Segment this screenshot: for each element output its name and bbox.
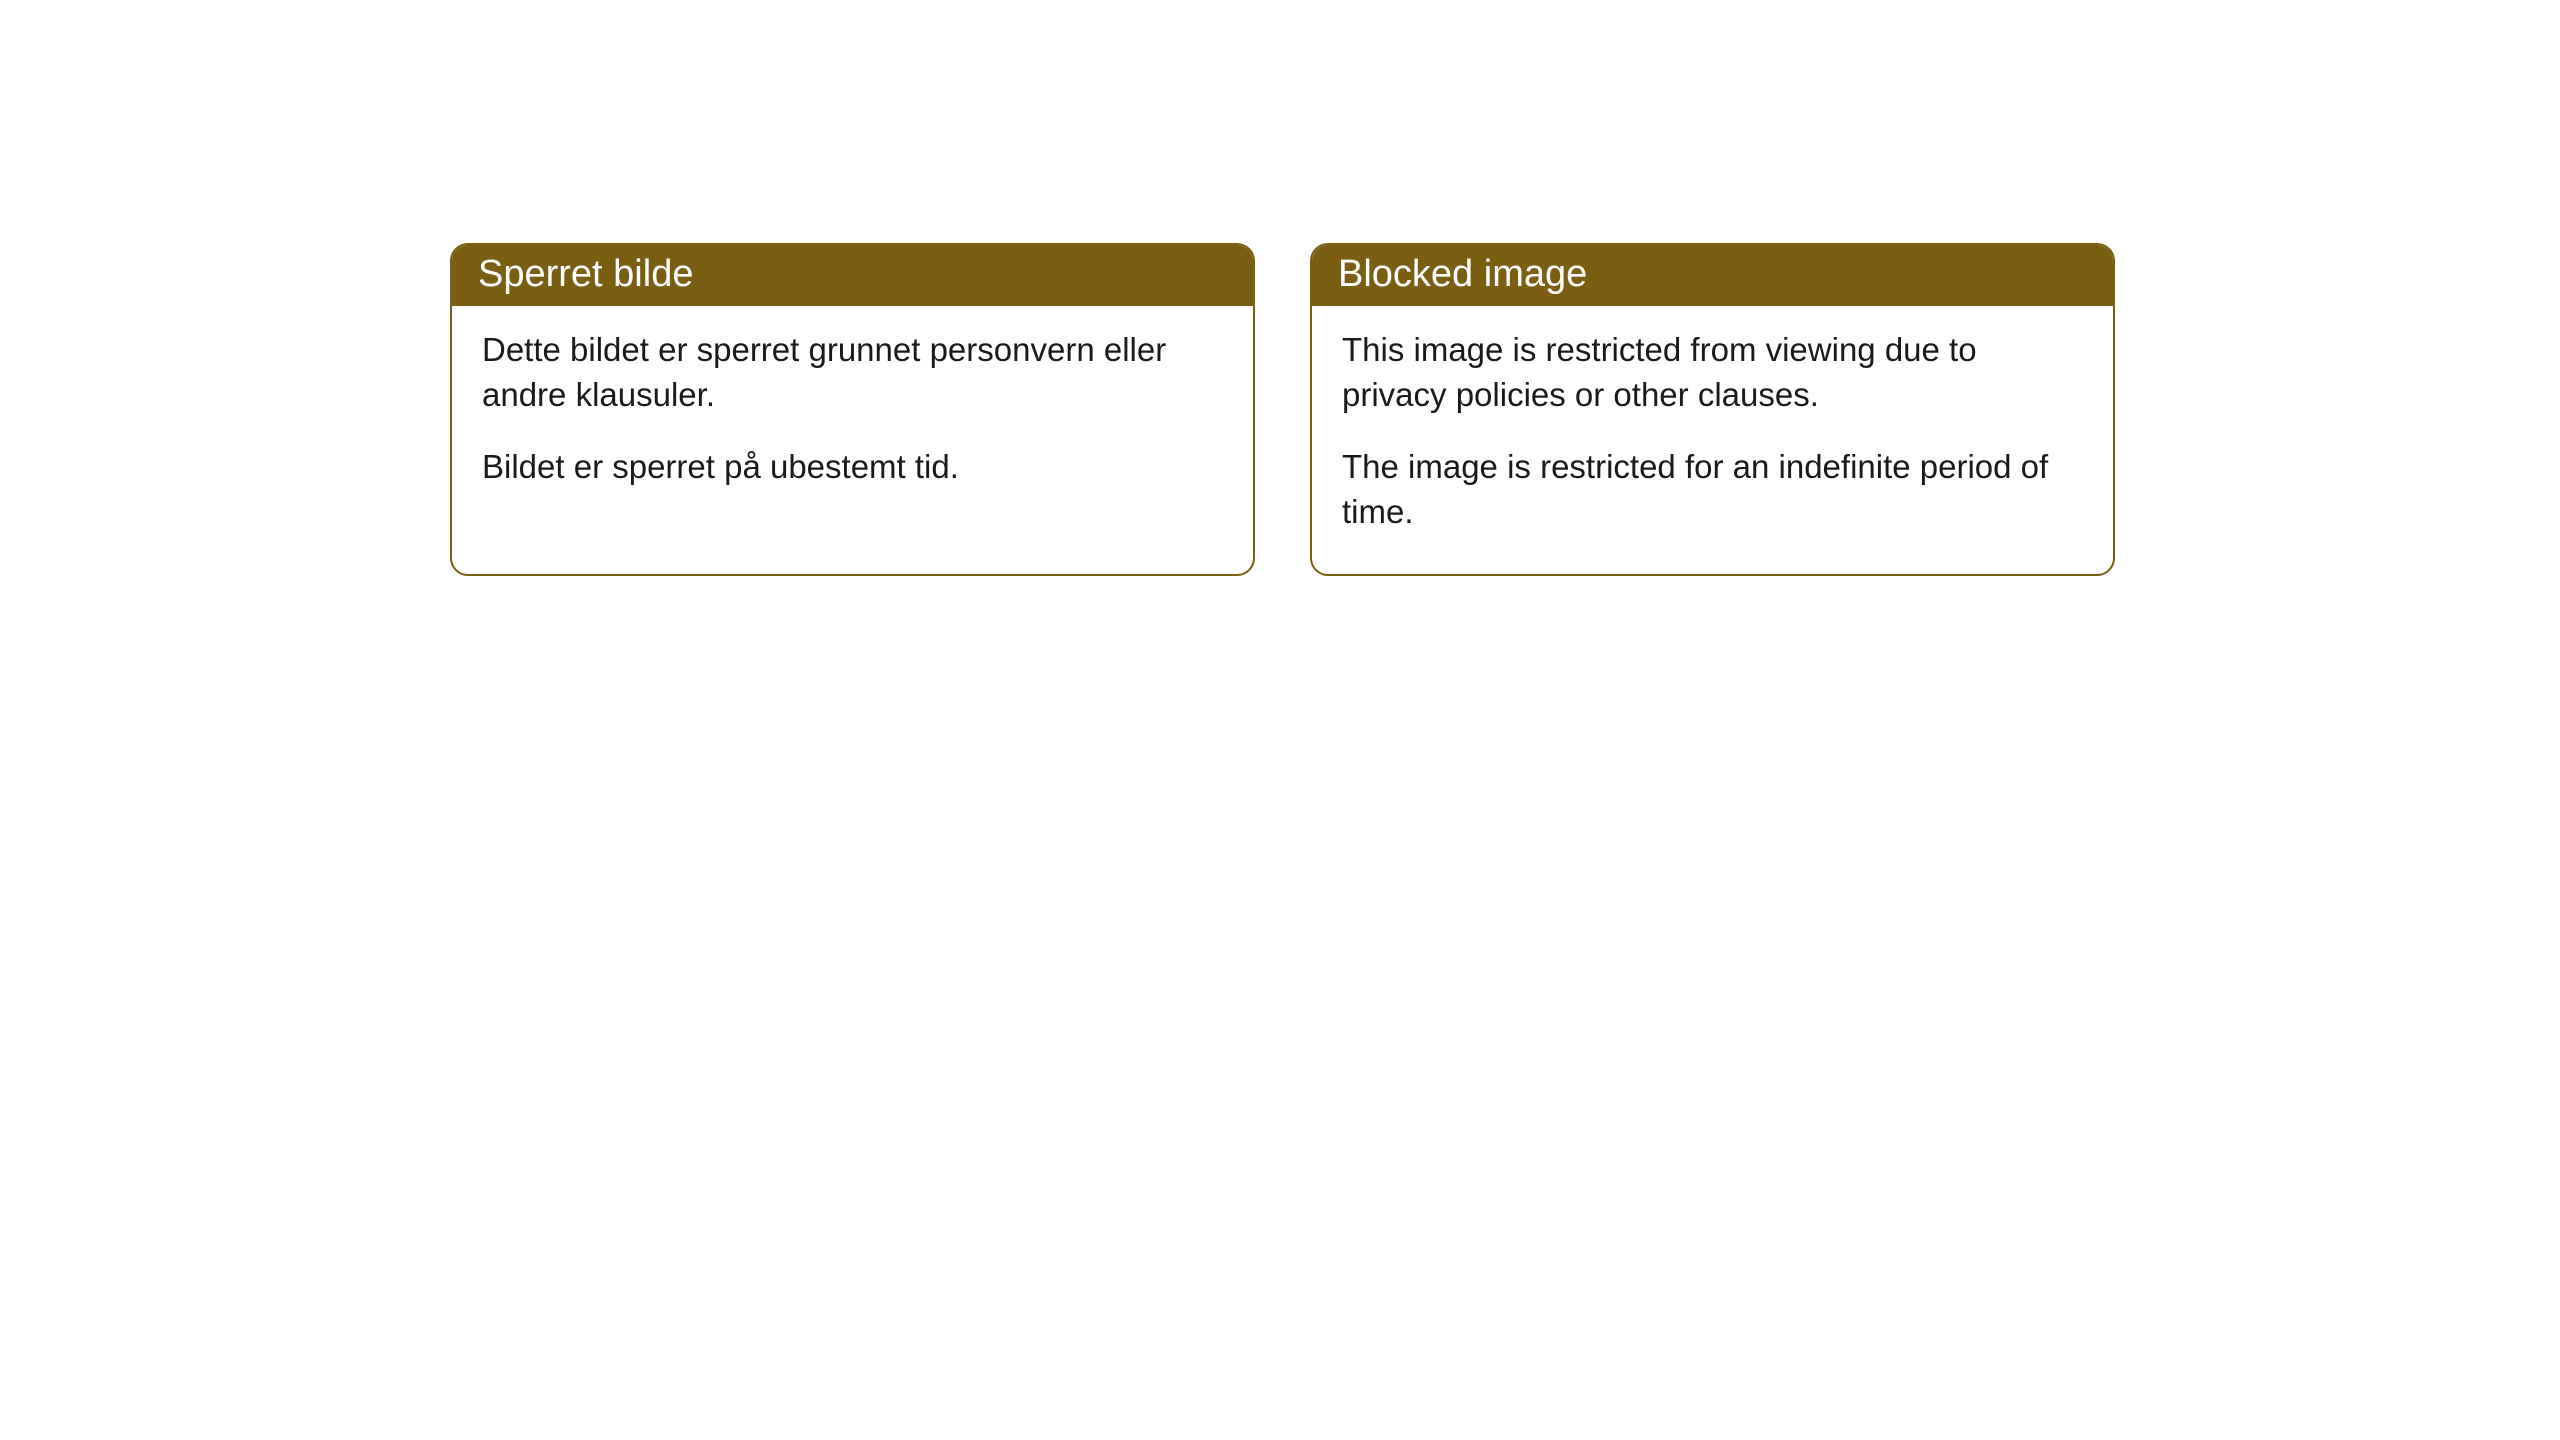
- notice-header-english: Blocked image: [1312, 245, 2113, 306]
- notice-header-norwegian: Sperret bilde: [452, 245, 1253, 306]
- notice-text-line2: Bildet er sperret på ubestemt tid.: [482, 445, 1223, 490]
- blocked-image-notice-norwegian: Sperret bilde Dette bildet er sperret gr…: [450, 243, 1255, 576]
- notice-body-english: This image is restricted from viewing du…: [1312, 306, 2113, 574]
- notice-text-line1: Dette bildet er sperret grunnet personve…: [482, 328, 1223, 417]
- blocked-image-notice-english: Blocked image This image is restricted f…: [1310, 243, 2115, 576]
- notice-text-line2: The image is restricted for an indefinit…: [1342, 445, 2083, 534]
- notice-cards-container: Sperret bilde Dette bildet er sperret gr…: [450, 243, 2115, 576]
- notice-text-line1: This image is restricted from viewing du…: [1342, 328, 2083, 417]
- notice-body-norwegian: Dette bildet er sperret grunnet personve…: [452, 306, 1253, 530]
